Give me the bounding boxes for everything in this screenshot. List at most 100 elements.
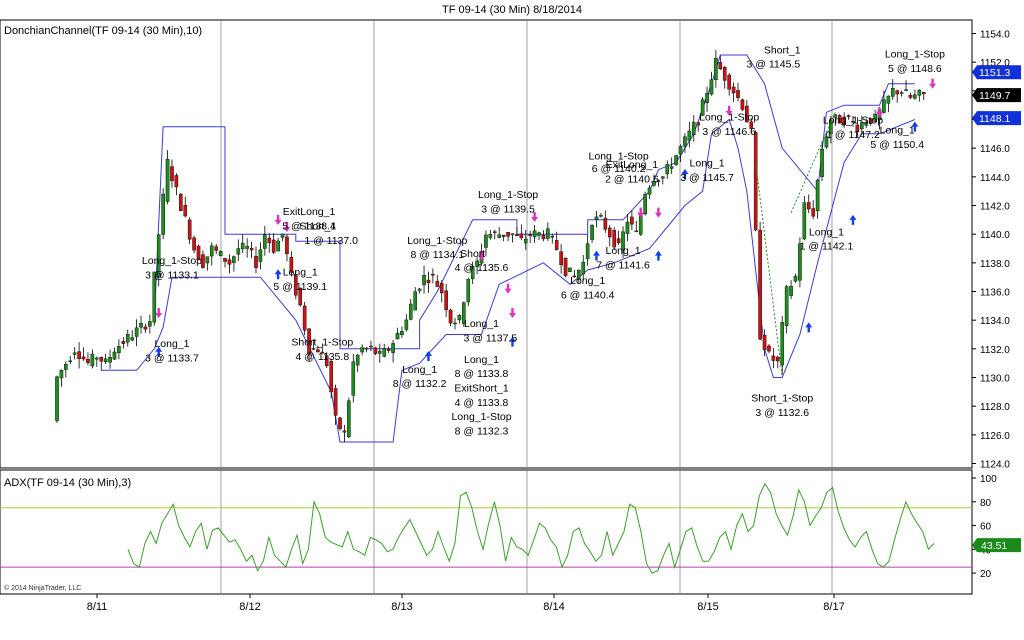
y-tick-label: 1134.0 <box>980 316 1010 327</box>
trade-annotation-label: 5 @ 1148.6 <box>888 63 942 75</box>
candle-up <box>218 251 223 256</box>
trade-annotation-label: Long_1 <box>606 245 641 257</box>
price-panel[interactable]: Long_1-Stop 3 @ 1133.1 Long_1 3 @ 1133.7 Exi… <box>0 19 1021 471</box>
time-x-axis[interactable]: 8/11 8/12 8/13 8/14 8/15 8/17 <box>87 594 845 613</box>
candle-down <box>722 67 727 81</box>
trade-annotation-label: Long_1-Stop <box>823 115 883 127</box>
trade-annotation-label: Long_1 <box>809 226 844 238</box>
candle-down <box>289 257 294 273</box>
candle-up <box>709 79 714 95</box>
chart-title: TF 09-14 (30 Min) 8/18/2014 <box>442 4 582 16</box>
candle-up <box>400 331 404 336</box>
y-tick-label: 1132.0 <box>980 345 1010 356</box>
x-tick-label: 8/14 <box>543 601 564 613</box>
candle-up <box>594 216 599 220</box>
candle-down <box>528 234 532 236</box>
candle-up <box>108 356 112 363</box>
trade-annotation-label: 3 @ 1137.5 <box>464 332 518 344</box>
candle-up <box>599 215 603 217</box>
adx-panel[interactable]: ADX(TF 09-14 (30 Min),3) 10080604020 43.… <box>0 469 1021 595</box>
candle-down <box>324 355 329 366</box>
candle-down <box>201 254 205 268</box>
candle-down <box>908 94 913 98</box>
candle-down <box>302 305 307 331</box>
candle-up <box>117 346 121 353</box>
long-entry-arrow-icon <box>274 269 282 280</box>
long-entry-arrow-icon <box>849 214 857 225</box>
trade-annotation-label: Long_1-Stop <box>478 189 538 201</box>
short-entry-arrow-icon <box>929 78 937 89</box>
candle-up <box>55 376 59 421</box>
candle-up <box>532 230 537 238</box>
candle-up <box>585 243 590 260</box>
long-entry-arrow-icon <box>592 250 600 261</box>
trade-annotation-label: 8 @ 1132.2 <box>393 378 447 390</box>
candle-up <box>789 285 793 296</box>
adx-value-badge: 43.51 <box>972 538 1021 553</box>
candle-down <box>192 237 196 251</box>
candle-up <box>780 322 785 366</box>
trade-annotation-label: Long_1 <box>880 125 915 137</box>
price-grid <box>220 21 833 467</box>
candle-up <box>462 302 466 324</box>
candle-down <box>86 358 90 363</box>
candle-up <box>550 235 555 238</box>
candle-down <box>603 218 608 230</box>
candle-down <box>338 417 342 429</box>
x-tick-label: 8/17 <box>823 601 844 613</box>
candle-up <box>665 164 670 175</box>
candle-down <box>541 234 546 240</box>
candle-up <box>408 303 413 320</box>
trade-annotation-label: Long_1-Stop <box>142 255 202 267</box>
candle-up <box>417 288 422 291</box>
trade-annotation-label: Long_1 <box>402 364 437 376</box>
short-entry-arrow-icon <box>155 308 163 318</box>
trade-annotation-label: Long_1-Stop <box>885 49 945 61</box>
candle-down <box>851 121 855 123</box>
candle-up <box>391 343 395 353</box>
candle-up <box>820 149 824 177</box>
candle-up <box>890 88 895 97</box>
short-entry-arrow-icon <box>274 214 282 225</box>
candle-up <box>148 321 152 327</box>
candle-up <box>165 158 170 202</box>
price-panel-border <box>0 19 973 469</box>
y-tick-label: 1138.0 <box>980 259 1010 270</box>
trade-annotation-label: 4 @ 1135.6 <box>455 262 509 274</box>
candle-up <box>882 99 886 113</box>
candle-down <box>320 351 325 354</box>
candle-up <box>263 234 267 249</box>
price-indicator-label: DonchianChannel(TF 09-14 (30 Min),10) <box>4 25 202 37</box>
y-tick-label: 1152.0 <box>980 58 1010 69</box>
candle-down <box>293 274 298 296</box>
y-tick-label: 1154.0 <box>980 30 1010 41</box>
trade-annotation-label: 4 @ 1133.8 <box>455 397 509 409</box>
trade-annotation-label: Long_1 <box>154 338 189 350</box>
y-tick-label: 1144.0 <box>980 173 1010 184</box>
candle-down <box>563 257 568 276</box>
candle-up <box>351 361 356 396</box>
trade-annotation-label: ExitLong_1 <box>606 159 659 171</box>
candle-up <box>488 234 493 238</box>
trade-annotation-label: 8 @ 1133.8 <box>455 368 509 380</box>
candle-down <box>846 115 851 117</box>
candle-up <box>899 92 904 94</box>
candle-up <box>72 352 77 355</box>
long-entry-arrow-icon <box>654 250 662 261</box>
candle-down <box>329 360 333 393</box>
trade-annotation-label: 5 @ 1138.4 <box>282 221 336 233</box>
y-tick-label: 1128.0 <box>980 402 1010 413</box>
candle-down <box>616 238 621 244</box>
candle-up <box>815 179 820 212</box>
short-entry-arrow-icon <box>504 283 512 294</box>
candle-up <box>94 357 99 360</box>
candle-down <box>559 251 563 266</box>
candle-up <box>691 122 696 135</box>
candle-up <box>232 256 236 263</box>
trade-annotation-label: Long_1 <box>464 354 499 366</box>
candle-down <box>439 283 444 294</box>
candle-down <box>749 121 754 129</box>
trade-annotation-label: Long_1 <box>464 318 499 330</box>
